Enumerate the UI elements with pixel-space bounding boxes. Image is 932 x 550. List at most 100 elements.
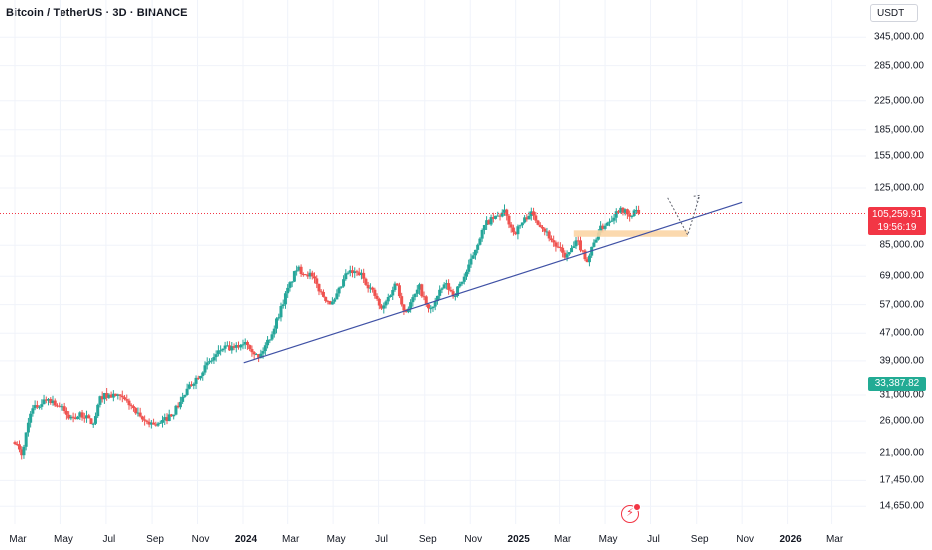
time-tick-label: May [326, 534, 346, 545]
candle-body [402, 304, 406, 311]
candle-body [91, 423, 95, 425]
candle-body [20, 449, 24, 456]
candle-body [89, 418, 93, 425]
candle-body [201, 372, 205, 376]
time-tick-label: Jul [102, 534, 116, 545]
candle-body [422, 296, 426, 298]
candle-body [76, 416, 80, 420]
price-tick-label: 47,000.00 [879, 327, 925, 339]
candle-body [252, 352, 256, 355]
candle-body [15, 443, 19, 445]
candle-body [306, 274, 310, 277]
price-tick-label: 39,000.00 [879, 355, 925, 367]
candle-body [266, 339, 270, 346]
time-tick-label: Nov [464, 534, 483, 545]
candle-body [585, 259, 589, 263]
price-tick-label: 21,000.00 [879, 447, 925, 459]
price-tick-label: 155,000.00 [873, 150, 924, 162]
candle-body [337, 287, 341, 294]
support-zone [573, 230, 688, 237]
candle-body [167, 414, 171, 422]
candle-body [31, 408, 35, 414]
candle-body [13, 442, 17, 444]
candle-body [605, 222, 609, 226]
candle-body [362, 272, 366, 279]
candle-body [601, 225, 605, 229]
candle-body [637, 209, 641, 214]
candle-body [561, 247, 565, 253]
symbol-title[interactable]: Bitcoin / TetherUS · 3D · BINANCE [6, 7, 188, 19]
time-tick-label: Sep [146, 534, 164, 545]
candle-body [38, 406, 42, 408]
candle-body [40, 404, 44, 407]
price-tick-label: 26,000.00 [879, 415, 925, 427]
candle-body [270, 334, 274, 340]
candle-body [324, 296, 328, 301]
candle-body [78, 412, 82, 417]
candle-body [313, 276, 317, 279]
candle-body [489, 217, 493, 225]
candle-body [538, 224, 542, 227]
candle-body [272, 328, 276, 335]
candle-body [612, 217, 616, 221]
candle-body [346, 272, 350, 274]
candle-body [158, 422, 162, 424]
candle-body [599, 225, 603, 233]
candle-body [87, 415, 91, 419]
candle-body [297, 266, 301, 271]
candle-body [433, 301, 437, 307]
price-chart[interactable] [0, 0, 866, 524]
candle-body [24, 432, 28, 447]
candle-body [353, 271, 357, 274]
candle-body [377, 298, 381, 306]
candle-body [35, 405, 39, 408]
candle-body [221, 348, 225, 351]
events-icon[interactable]: ⚡ [621, 503, 641, 523]
candle-body [630, 215, 634, 217]
candle-body [467, 264, 471, 272]
candle-body [80, 412, 84, 418]
candle-body [543, 228, 547, 232]
price-axis[interactable]: 345,000.00 285,000.00 225,000.00 185,000.00… [866, 0, 932, 550]
candle-body [393, 283, 397, 290]
candle-body [514, 232, 518, 235]
candle-body [570, 247, 574, 253]
candle-body [335, 293, 339, 300]
candle-body [111, 393, 115, 398]
candle-body [261, 351, 265, 354]
time-tick-label: Sep [690, 534, 709, 545]
candle-body [532, 211, 536, 216]
candle-body [105, 393, 109, 398]
time-axis[interactable]: Mar May Jul Sep Nov 2024 Mar May Jul Sep Nov 2025 Ma… [0, 524, 866, 550]
time-tick-label: Jul [647, 534, 660, 545]
candle-body [534, 215, 538, 221]
candle-body [185, 388, 189, 395]
candle-body [491, 217, 495, 219]
candle-body [292, 271, 296, 282]
price-tick-label: 57,000.00 [879, 299, 925, 311]
candle-body [496, 215, 500, 217]
candle-body [228, 345, 232, 351]
candle-body [587, 255, 591, 263]
candle-body [299, 266, 303, 274]
candle-body [134, 408, 138, 414]
time-tick-label: Nov [736, 534, 755, 545]
candle-body [116, 394, 120, 396]
candle-body [192, 383, 196, 386]
candle-body [404, 310, 408, 313]
candle-body [520, 222, 524, 226]
candle-body [505, 209, 509, 216]
candle-body [572, 246, 576, 248]
price-marker-badge: 33,387.82 [868, 377, 926, 391]
price-tick-label: 69,000.00 [879, 270, 925, 282]
price-tick-label: 85,000.00 [879, 239, 925, 251]
candle-body [429, 308, 433, 310]
candle-body [152, 422, 156, 425]
projection-path [667, 195, 701, 237]
candle-body [418, 284, 422, 290]
candle-body [368, 287, 372, 289]
candle-body [212, 357, 216, 361]
candle-body [371, 287, 375, 290]
currency-selector[interactable]: USDT [870, 4, 918, 22]
candle-body [576, 240, 580, 242]
